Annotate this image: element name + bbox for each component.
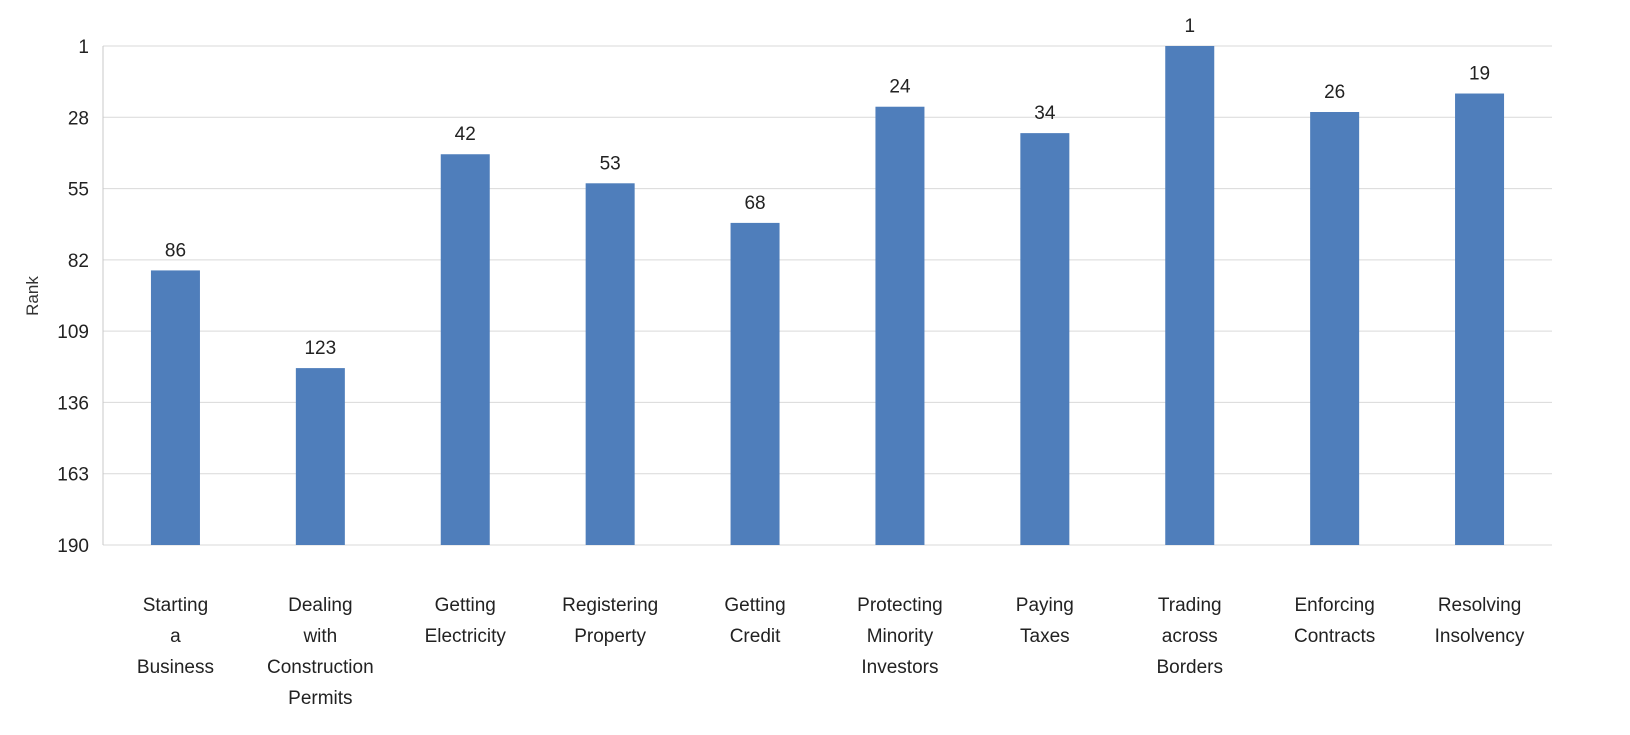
bar-value-label: 24 [889, 77, 911, 98]
bar [875, 107, 924, 545]
bar [1310, 112, 1359, 545]
category-label: with [302, 626, 337, 647]
category-label: Getting [435, 595, 496, 616]
bar [731, 223, 780, 545]
category-label: Protecting [857, 595, 943, 616]
y-tick-label: 163 [57, 465, 89, 486]
category-label: Electricity [425, 626, 507, 647]
category-label: Enforcing [1295, 595, 1375, 616]
y-axis-title: Rank [23, 276, 42, 316]
category-label: Construction [267, 657, 374, 678]
category-label: Business [137, 657, 214, 678]
category-label: Contracts [1294, 626, 1375, 647]
category-label: across [1162, 626, 1218, 647]
category-label: Investors [861, 657, 938, 678]
bar-value-label: 123 [304, 338, 336, 359]
bar-value-label: 34 [1034, 103, 1056, 124]
category-label: Paying [1016, 595, 1074, 616]
bar [1020, 133, 1069, 545]
y-tick-label: 190 [57, 536, 89, 557]
bar [1455, 94, 1504, 545]
category-label: Dealing [288, 595, 352, 616]
bar [586, 183, 635, 545]
category-label: Taxes [1020, 626, 1070, 647]
category-label: Credit [730, 626, 781, 647]
bar-value-label: 26 [1324, 82, 1345, 103]
category-label: Minority [867, 626, 934, 647]
bar-value-label: 42 [455, 124, 476, 145]
category-label: Starting [143, 595, 208, 616]
y-tick-label: 28 [68, 108, 89, 129]
category-label: Getting [724, 595, 785, 616]
bar-value-label: 19 [1469, 64, 1490, 85]
y-tick-label: 1 [78, 37, 89, 58]
category-label: a [170, 626, 181, 647]
category-label: Borders [1156, 657, 1223, 678]
bar [1165, 46, 1214, 545]
bar [151, 270, 200, 545]
y-tick-label: 136 [57, 393, 89, 414]
bar-value-label: 68 [744, 193, 765, 214]
category-label: Insolvency [1435, 626, 1525, 647]
bar [296, 368, 345, 545]
category-label: Trading [1158, 595, 1222, 616]
category-labels: Starting a Business Dealing with Construction… [137, 595, 1525, 709]
y-tick-label: 109 [57, 322, 89, 343]
y-axis-ticks: 1 28 55 82 109 136 163 190 [57, 37, 89, 557]
bars [151, 46, 1504, 545]
category-label: Registering [562, 595, 658, 616]
category-label: Property [574, 626, 646, 647]
y-tick-label: 55 [68, 180, 89, 201]
bar-value-label: 53 [600, 153, 621, 174]
bar [441, 154, 490, 545]
data-labels: 86 123 42 53 68 24 34 1 26 19 [165, 16, 1490, 359]
category-label: Permits [288, 688, 352, 709]
category-label: Resolving [1438, 595, 1521, 616]
y-tick-label: 82 [68, 251, 89, 272]
bar-value-label: 1 [1184, 16, 1195, 37]
bar-value-label: 86 [165, 240, 186, 261]
